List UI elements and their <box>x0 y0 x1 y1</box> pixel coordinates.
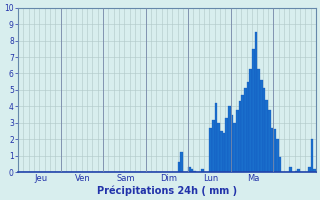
Bar <box>223 133 225 172</box>
Bar <box>231 115 233 172</box>
Bar <box>265 100 268 172</box>
Bar <box>220 131 223 172</box>
Bar <box>217 123 220 172</box>
Bar <box>310 139 313 172</box>
Bar <box>255 32 257 172</box>
Bar <box>279 157 281 172</box>
Bar <box>268 110 271 172</box>
Bar <box>233 123 236 172</box>
Bar <box>225 118 228 172</box>
Bar <box>276 139 279 172</box>
Bar <box>239 101 241 172</box>
Bar <box>236 110 239 172</box>
Bar <box>180 152 183 172</box>
Bar <box>210 128 212 172</box>
Bar <box>178 162 180 172</box>
Bar <box>257 69 260 172</box>
Bar <box>188 167 191 172</box>
Bar <box>202 169 204 172</box>
Bar <box>271 128 273 172</box>
Bar <box>297 169 300 172</box>
Bar <box>313 169 316 172</box>
Bar <box>241 95 244 172</box>
Bar <box>273 129 276 172</box>
Bar <box>249 69 252 172</box>
Bar <box>228 106 231 172</box>
Bar <box>212 120 215 172</box>
X-axis label: Précipitations 24h ( mm ): Précipitations 24h ( mm ) <box>97 185 237 196</box>
Bar <box>194 171 196 172</box>
Bar <box>263 88 265 172</box>
Bar <box>215 103 217 172</box>
Bar <box>289 167 292 172</box>
Bar <box>308 167 310 172</box>
Bar <box>260 80 263 172</box>
Bar <box>191 169 194 172</box>
Bar <box>244 88 247 172</box>
Bar <box>252 49 255 172</box>
Bar <box>247 82 249 172</box>
Bar <box>294 171 297 172</box>
